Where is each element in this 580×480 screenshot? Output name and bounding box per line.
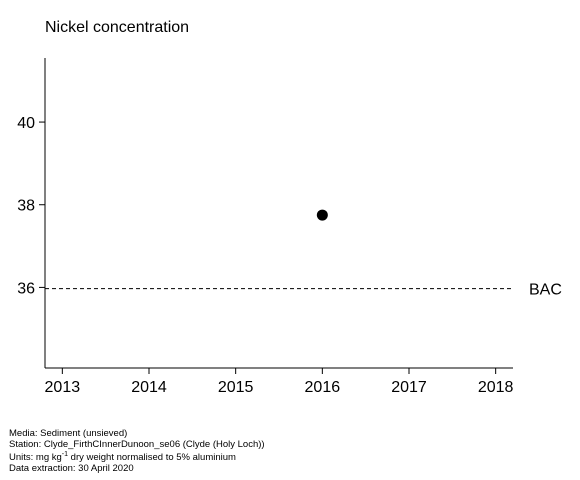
x-tick-label: 2015 bbox=[218, 379, 254, 396]
y-tick-label: 40 bbox=[17, 115, 35, 132]
footer-media: Media: Sediment (unsieved) bbox=[9, 428, 128, 439]
reference-lines: BAC bbox=[45, 282, 562, 299]
bac-reference-label: BAC bbox=[529, 282, 562, 299]
footer-units-prefix: Units: mg kg bbox=[9, 452, 62, 464]
footer-units-suffix: dry weight normalised to 5% aluminium bbox=[68, 452, 236, 464]
x-tick-label: 2013 bbox=[45, 379, 81, 396]
x-tick-label: 2016 bbox=[305, 379, 341, 396]
y-tick-label: 36 bbox=[17, 280, 35, 297]
y-axis-ticks: 36 38 40 bbox=[17, 115, 45, 297]
chart-title: Nickel concentration bbox=[45, 19, 190, 36]
footer-units: Units: mg kg-1 dry weight normalised to … bbox=[9, 450, 265, 464]
footer-extraction: Data extraction: 30 April 2020 bbox=[9, 462, 134, 474]
axes bbox=[44, 58, 513, 369]
data-points bbox=[316, 209, 328, 221]
y-tick-label: 38 bbox=[17, 198, 35, 215]
chart-plot: 2013 2014 2015 2016 2017 2018 36 38 40 BAC bbox=[17, 58, 562, 396]
x-tick-label: 2017 bbox=[391, 379, 427, 396]
footer-units-sup: -1 bbox=[61, 451, 69, 458]
x-axis-ticks: 2013 2014 2015 2016 2017 2018 bbox=[45, 368, 514, 396]
footer-station: Station: Clyde_FirthCInnerDunoon_se06 (C… bbox=[9, 438, 265, 450]
x-tick-label: 2018 bbox=[478, 379, 514, 396]
x-tick-label: 2014 bbox=[131, 379, 167, 396]
data-point bbox=[316, 209, 328, 221]
chart-footer: Media: Sediment (unsieved) Station: Clyd… bbox=[9, 428, 265, 474]
